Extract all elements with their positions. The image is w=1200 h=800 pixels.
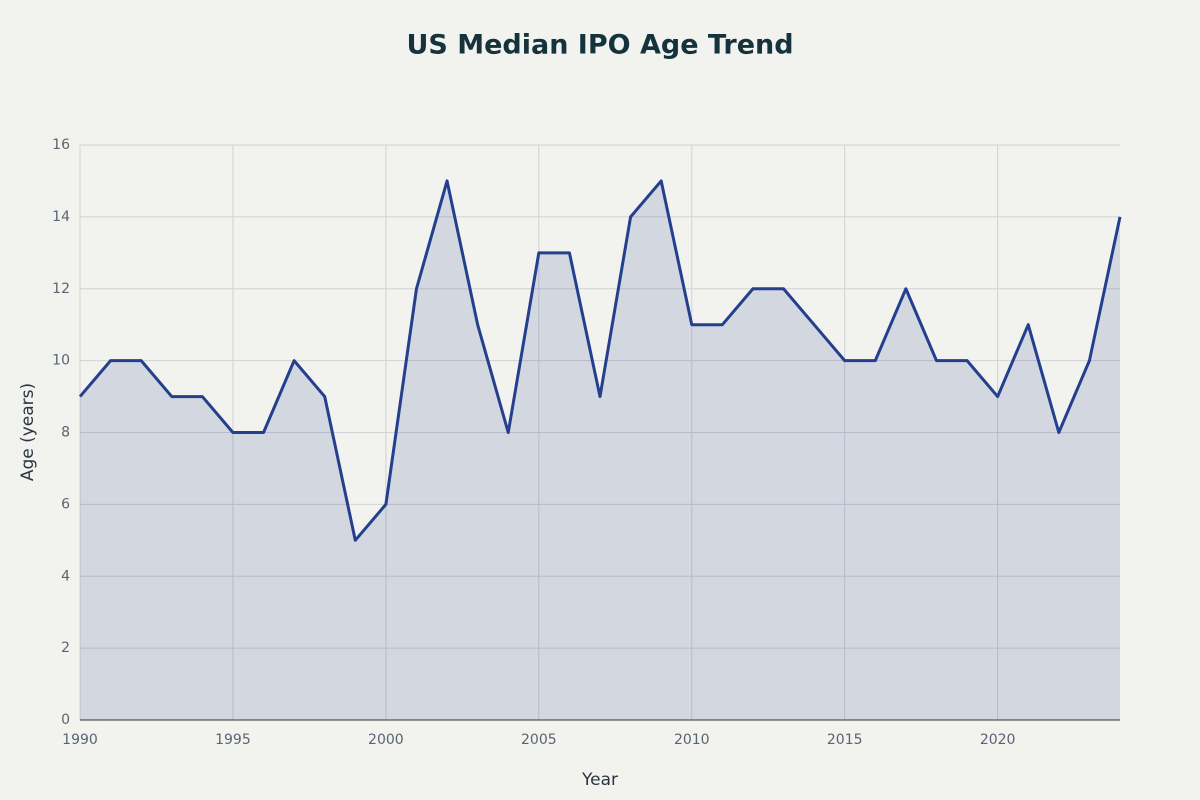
x-tick-label: 2010 (674, 732, 710, 748)
y-tick-label: 10 (52, 353, 70, 369)
x-tick-label: 2005 (521, 732, 557, 748)
area (80, 180, 1120, 720)
x-tick-label: 2000 (368, 732, 404, 748)
x-tick-label: 1995 (215, 732, 251, 748)
y-tick-label: 0 (61, 712, 70, 728)
y-axis-title: Age (years) (18, 383, 38, 481)
y-tick-label: 6 (61, 496, 70, 512)
x-tick-label: 2015 (827, 732, 863, 748)
x-axis-title: Year (581, 770, 618, 790)
chart-title: US Median IPO Age Trend (406, 30, 793, 61)
y-tick-label: 2 (61, 640, 70, 656)
y-tick-label: 14 (52, 209, 70, 225)
line (78, 179, 1122, 542)
y-tick-label: 4 (61, 568, 70, 584)
x-tick-label: 1990 (62, 732, 98, 748)
y-tick-label: 16 (52, 137, 70, 153)
y-tick-label: 12 (52, 281, 70, 297)
y-tick-label: 8 (61, 425, 70, 441)
x-tick-label: 2020 (980, 732, 1016, 748)
